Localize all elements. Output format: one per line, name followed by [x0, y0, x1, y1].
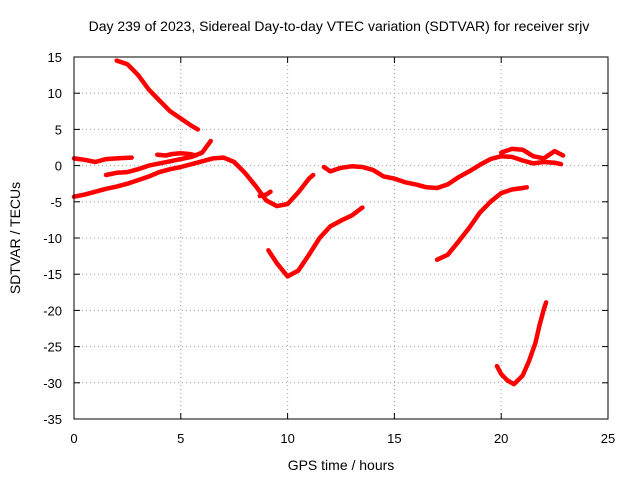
x-axis-label: GPS time / hours	[288, 457, 395, 473]
y-tick-labels: -35 -30 -25 -20 -15 -10 -5 0 5 10 15	[43, 50, 62, 427]
y-tick-label: -10	[43, 231, 62, 246]
y-tick-label: -20	[43, 303, 62, 318]
x-tick-label: 25	[601, 431, 615, 446]
y-tick-label: 10	[48, 86, 62, 101]
grid-lines	[74, 57, 608, 419]
chart-title: Day 239 of 2023, Sidereal Day-to-day VTE…	[89, 18, 590, 34]
series-track-6	[257, 189, 273, 199]
y-axis-label: SDTVAR / TECUs	[7, 182, 23, 294]
y-tick-label: -25	[43, 340, 62, 355]
y-tick-label: -5	[50, 195, 62, 210]
x-tick-label: 20	[494, 431, 508, 446]
x-tick-label: 0	[70, 431, 77, 446]
series-track-4	[155, 151, 199, 158]
series-track-2	[71, 155, 316, 209]
series-track-9	[498, 146, 566, 161]
series-track-7	[266, 205, 365, 279]
series-track-10	[434, 185, 530, 262]
y-tick-label: 0	[55, 159, 62, 174]
x-tick-labels: 0 5 10 15 20 25	[70, 431, 615, 446]
series-track-8	[321, 153, 564, 191]
y-tick-label: -30	[43, 376, 62, 391]
x-tick-label: 10	[280, 431, 294, 446]
series-lines	[71, 58, 566, 387]
y-tick-label: 5	[55, 122, 62, 137]
series-track-11	[494, 300, 549, 387]
y-tick-label: -35	[43, 412, 62, 427]
y-tick-label: -15	[43, 267, 62, 282]
series-track-1	[71, 155, 134, 165]
x-tick-label: 15	[387, 431, 401, 446]
x-tick-label: 5	[177, 431, 184, 446]
plot-frame	[73, 56, 609, 420]
y-tick-label: 15	[48, 50, 62, 65]
series-track-5	[114, 58, 201, 132]
